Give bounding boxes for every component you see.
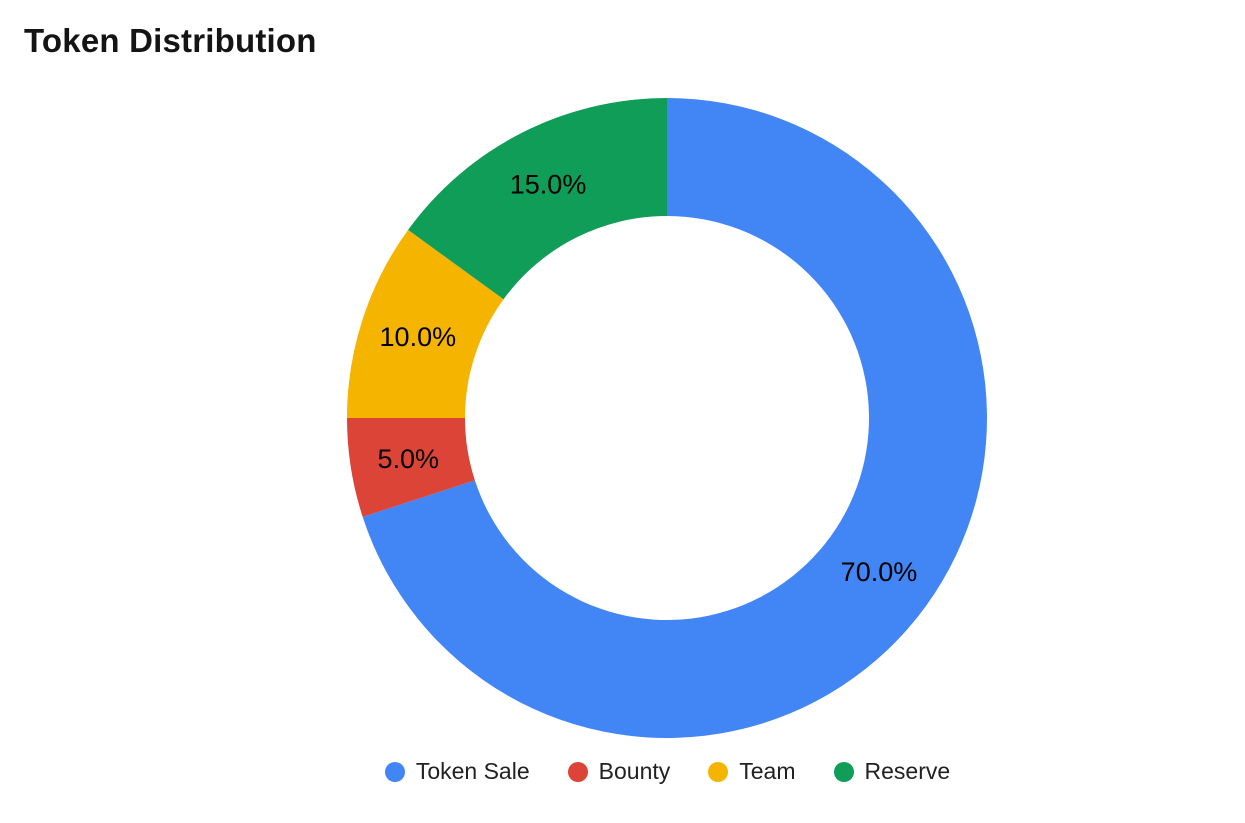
legend: Token Sale Bounty Team Reserve xyxy=(90,758,1245,785)
slice-reserve[interactable] xyxy=(408,98,667,300)
chart-title: Token Distribution xyxy=(24,22,317,59)
legend-color-dot xyxy=(833,761,854,782)
slice-bounty[interactable] xyxy=(347,418,475,517)
legend-label: Bounty xyxy=(598,758,671,784)
legend-item-token-sale[interactable]: Token Sale xyxy=(384,758,530,785)
slice-token-sale[interactable] xyxy=(362,98,987,738)
legend-item-reserve[interactable]: Reserve xyxy=(833,758,951,785)
slice-value-label: 10.0% xyxy=(380,322,457,352)
legend-color-dot xyxy=(708,761,729,782)
legend-label: Token Sale xyxy=(415,758,530,784)
legend-label: Team xyxy=(739,758,796,784)
legend-color-dot xyxy=(384,761,405,782)
legend-color-dot xyxy=(567,761,588,782)
slice-value-label: 5.0% xyxy=(377,444,439,474)
legend-label: Reserve xyxy=(864,758,951,784)
legend-item-team[interactable]: Team xyxy=(708,758,796,785)
slice-value-label: 15.0% xyxy=(510,170,587,200)
legend-item-bounty[interactable]: Bounty xyxy=(567,758,671,785)
slice-value-label: 70.0% xyxy=(841,557,918,587)
slice-team[interactable] xyxy=(347,229,504,418)
